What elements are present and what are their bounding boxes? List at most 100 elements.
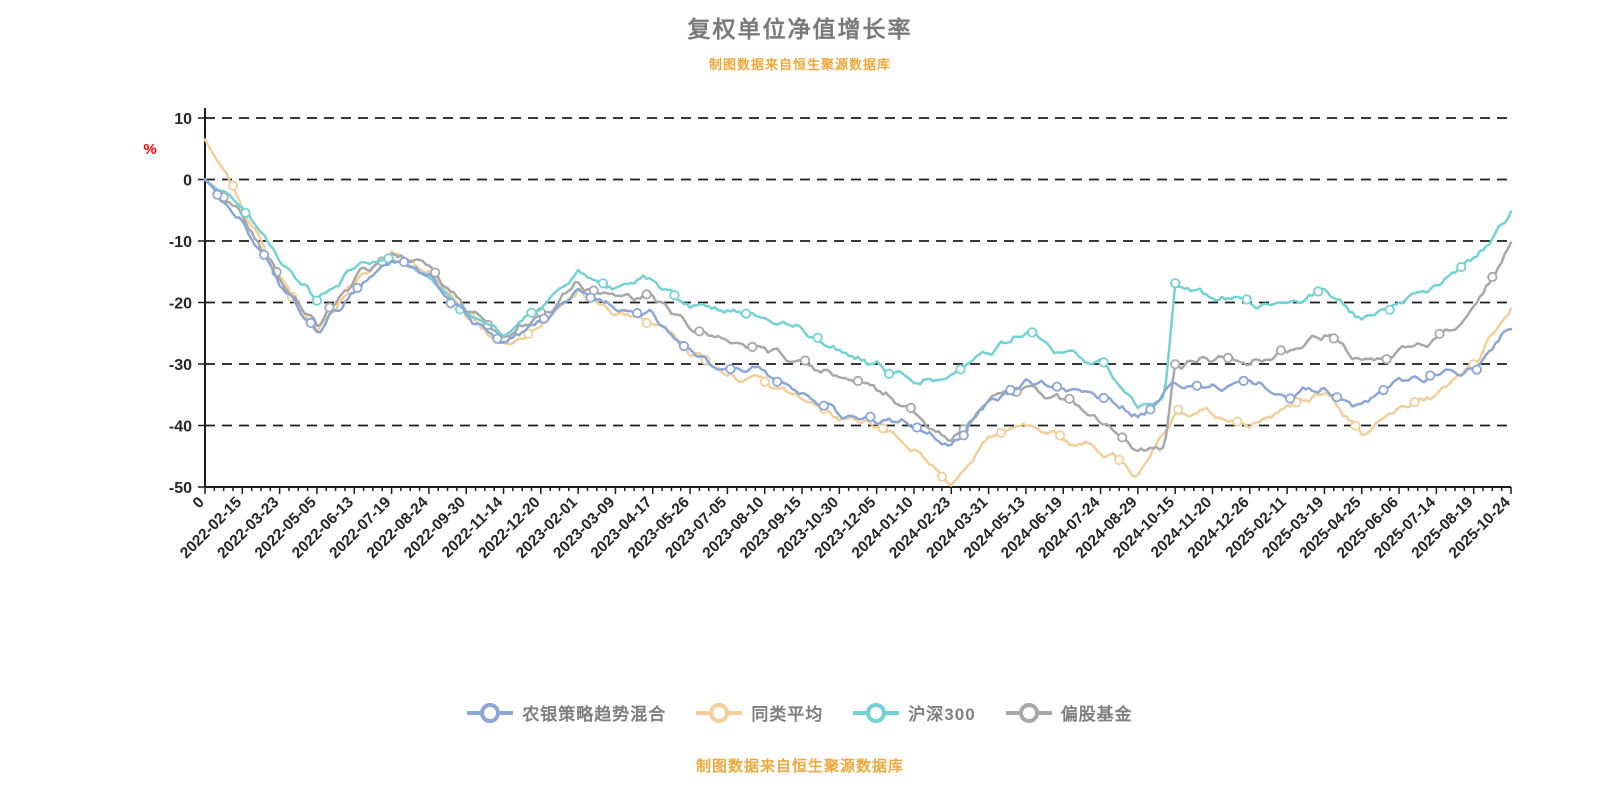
legend-item-2[interactable]: 沪深300 (853, 700, 975, 725)
series-marker-1 (523, 328, 534, 339)
series-marker-2 (240, 207, 251, 218)
y-tick-label: -20 (169, 296, 192, 313)
series-marker-0 (1098, 392, 1109, 404)
legend-circle (709, 702, 730, 723)
legend-circle (480, 702, 501, 723)
series-marker-1 (877, 423, 889, 434)
series-marker-1 (1114, 454, 1125, 465)
y-tick-label: -10 (169, 234, 192, 251)
series-marker-2 (955, 364, 966, 375)
series-marker-0 (1331, 392, 1343, 403)
series-marker-0 (1378, 384, 1389, 396)
legend-label: 农银策略趋势混合 (522, 705, 667, 724)
series-marker-3 (694, 326, 705, 337)
series-marker-0 (725, 363, 736, 375)
series-marker-3 (1487, 271, 1498, 283)
series-marker-2 (1170, 278, 1181, 289)
series-marker-0 (445, 298, 456, 309)
y-tick-label: -30 (169, 357, 192, 374)
series-marker-3 (799, 355, 811, 366)
series-marker-3 (1328, 333, 1339, 344)
legend: 农银策略趋势混合 同类平均 沪深300 偏股基金 (0, 700, 1600, 725)
series-marker-0 (1425, 370, 1436, 381)
series-marker-0 (585, 292, 596, 303)
series-marker-0 (212, 189, 223, 200)
series-marker-3 (1381, 354, 1392, 365)
series-marker-0 (1238, 375, 1249, 386)
series-marker-1 (227, 180, 239, 191)
series-marker-2 (597, 278, 609, 289)
series-marker-0 (1051, 381, 1063, 392)
series-marker-3 (1275, 345, 1287, 356)
series-marker-3 (1064, 393, 1075, 404)
legend-marker-icon (467, 702, 514, 724)
series-marker-2 (1384, 304, 1395, 315)
series-marker-1 (936, 471, 948, 482)
legend-marker-icon (853, 702, 900, 724)
series-marker-0 (538, 313, 550, 324)
legend-item-1[interactable]: 同类平均 (696, 700, 823, 725)
series-marker-1 (759, 376, 770, 387)
series-marker-1 (1173, 404, 1184, 415)
series-marker-2 (669, 290, 680, 301)
series-line-1 (203, 138, 1513, 487)
series-marker-3 (324, 302, 335, 313)
series-marker-0 (958, 430, 969, 441)
legend-marker-icon (696, 702, 743, 724)
chart-subtitle: 制图数据来自恒生聚源数据库 (708, 57, 891, 72)
series-marker-0 (1191, 380, 1203, 391)
legend-circle (1018, 702, 1039, 723)
series-marker-2 (1456, 261, 1467, 273)
series-marker-3 (1117, 432, 1128, 443)
series-marker-0 (398, 256, 410, 268)
legend-label: 同类平均 (751, 705, 824, 724)
series-marker-1 (1232, 416, 1243, 427)
series-marker-3 (852, 375, 864, 387)
series-marker-0 (678, 340, 690, 352)
series-marker-0 (1471, 364, 1482, 375)
series-marker-3 (429, 267, 441, 278)
series-marker-3 (641, 289, 652, 300)
series-marker-2 (1313, 286, 1324, 297)
series-marker-0 (865, 411, 876, 422)
series-marker-2 (311, 295, 322, 306)
legend-marker-icon (1005, 702, 1052, 724)
legend-label: 沪深300 (908, 705, 976, 724)
series-marker-2 (1027, 327, 1038, 338)
series-marker-1 (1055, 430, 1066, 441)
series-marker-1 (641, 317, 652, 328)
series-marker-3 (1434, 328, 1445, 339)
series-marker-3 (1170, 359, 1181, 370)
series-marker-0 (352, 282, 363, 293)
y-tick-label: -40 (169, 419, 192, 436)
legend-label: 偏股基金 (1060, 705, 1133, 724)
series-marker-3 (747, 341, 758, 352)
y-tick-label: -50 (169, 480, 192, 497)
series-marker-0 (772, 376, 783, 387)
series-marker-2 (1241, 294, 1252, 305)
series-marker-2 (526, 307, 537, 318)
series-marker-2 (1098, 357, 1109, 368)
series-line-3 (203, 178, 1513, 453)
series-line-0 (203, 178, 1513, 447)
legend-item-3[interactable]: 偏股基金 (1005, 700, 1133, 725)
legend-circle (866, 702, 887, 723)
y-tick-label: 10 (174, 111, 192, 128)
series-marker-1 (1409, 396, 1420, 408)
series-marker-0 (911, 422, 923, 433)
series-marker-0 (492, 333, 503, 344)
legend-item-0[interactable]: 农银策略趋势混合 (467, 700, 666, 725)
series-marker-0 (632, 307, 643, 319)
series-marker-0 (818, 400, 829, 411)
series-marker-1 (1350, 420, 1361, 431)
chart-title: 复权单位净值增长率 (687, 16, 913, 42)
series-marker-3 (905, 402, 917, 413)
series-marker-3 (1222, 352, 1234, 363)
x-tick-label: 0 (190, 494, 208, 512)
series-marker-0 (1145, 404, 1156, 415)
series-marker-0 (1285, 393, 1296, 404)
series-marker-0 (1005, 384, 1016, 396)
series-marker-1 (995, 427, 1007, 438)
series-marker-2 (740, 308, 752, 319)
